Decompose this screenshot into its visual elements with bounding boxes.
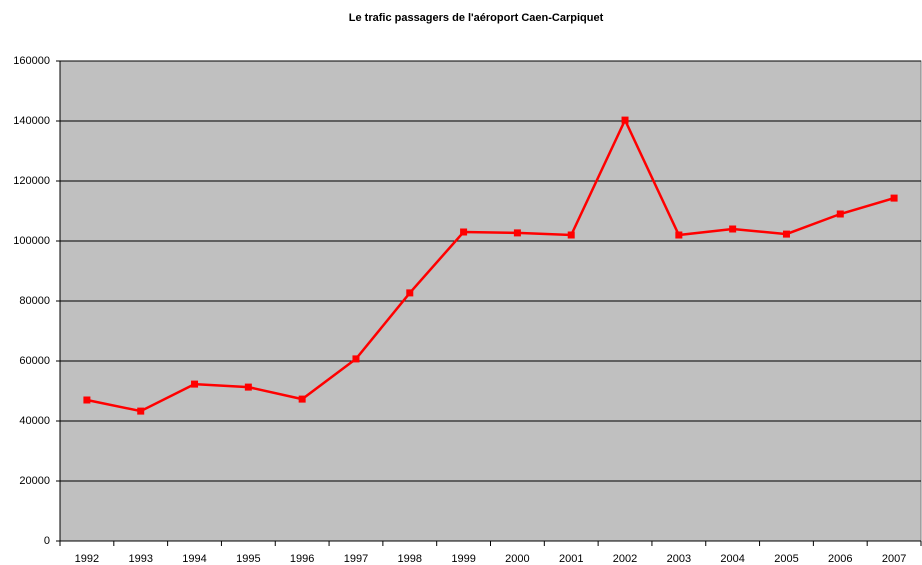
x-tick-label: 1997 xyxy=(344,553,368,565)
marker xyxy=(191,380,199,388)
y-tick-label: 40000 xyxy=(19,415,50,427)
marker xyxy=(621,116,629,124)
x-tick-label: 2003 xyxy=(667,553,691,565)
marker xyxy=(836,210,844,218)
x-tick-label: 1996 xyxy=(290,553,314,565)
x-tick-label: 2007 xyxy=(882,553,906,565)
x-tick-label: 2004 xyxy=(720,553,744,565)
x-tick-label: 1994 xyxy=(182,553,206,565)
y-tick-label: 60000 xyxy=(19,355,50,367)
x-tick-label: 2001 xyxy=(559,553,583,565)
marker xyxy=(782,230,790,238)
x-tick-label: 2002 xyxy=(613,553,637,565)
x-tick-label: 1999 xyxy=(451,553,475,565)
marker xyxy=(352,355,360,363)
x-tick-label: 1998 xyxy=(398,553,422,565)
marker xyxy=(567,231,575,239)
y-tick-label: 80000 xyxy=(19,295,50,307)
marker xyxy=(675,231,683,239)
marker xyxy=(137,407,145,415)
x-tick-label: 2006 xyxy=(828,553,852,565)
x-tick-label: 1995 xyxy=(236,553,260,565)
y-tick-label: 140000 xyxy=(13,115,50,127)
y-tick-label: 120000 xyxy=(13,175,50,187)
x-tick-label: 1992 xyxy=(75,553,99,565)
marker xyxy=(83,396,91,404)
marker xyxy=(729,225,737,233)
marker xyxy=(890,194,898,202)
marker xyxy=(244,383,252,391)
y-tick-label: 160000 xyxy=(13,55,50,67)
x-tick-label: 2000 xyxy=(505,553,529,565)
chart-title: Le trafic passagers de l'aéroport Caen-C… xyxy=(349,12,604,24)
line-series xyxy=(86,117,895,413)
marker xyxy=(298,395,306,403)
marker xyxy=(460,228,468,236)
y-tick-label: 100000 xyxy=(13,235,50,247)
marker xyxy=(406,289,414,297)
x-tick-label: 1993 xyxy=(128,553,152,565)
x-tick-label: 2005 xyxy=(774,553,798,565)
y-tick-label: 20000 xyxy=(19,475,50,487)
marker xyxy=(513,229,521,237)
y-tick-label: 0 xyxy=(44,535,50,547)
